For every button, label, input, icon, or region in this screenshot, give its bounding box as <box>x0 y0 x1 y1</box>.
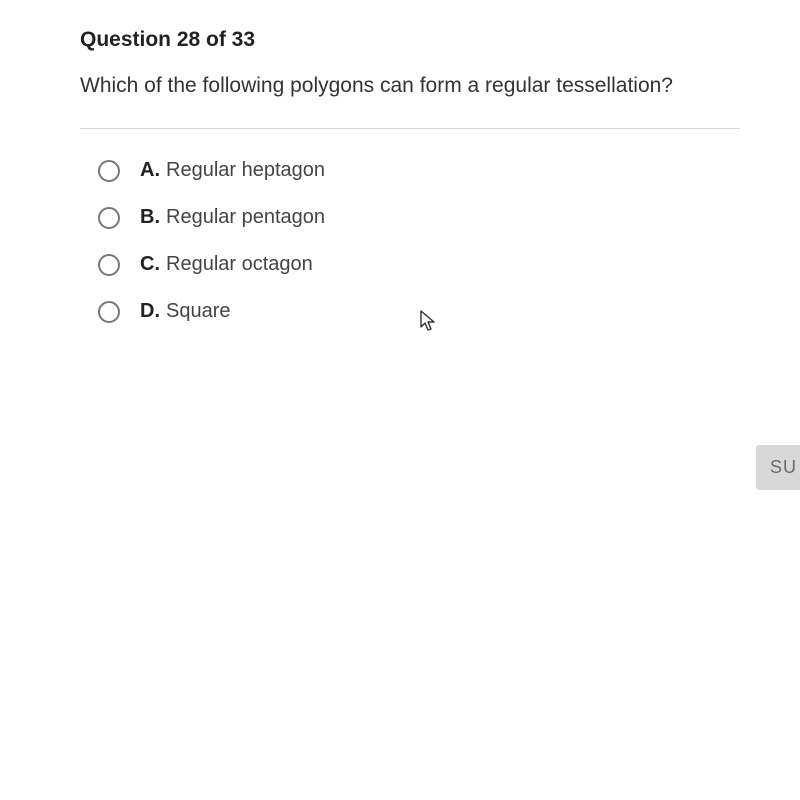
options-group: A. Regular heptagon B. Regular pentagon … <box>80 159 740 323</box>
question-counter: Question 28 of 33 <box>80 28 740 52</box>
option-b[interactable]: B. Regular pentagon <box>98 206 740 229</box>
divider <box>80 128 740 129</box>
option-c[interactable]: C. Regular octagon <box>98 253 740 276</box>
option-text: Regular pentagon <box>166 206 325 229</box>
question-text: Which of the following polygons can form… <box>80 74 740 98</box>
option-letter: A. <box>140 159 160 182</box>
option-a[interactable]: A. Regular heptagon <box>98 159 740 182</box>
option-letter: D. <box>140 300 160 323</box>
radio-icon[interactable] <box>98 207 120 229</box>
radio-icon[interactable] <box>98 301 120 323</box>
submit-button[interactable]: SU <box>756 445 800 490</box>
option-text: Regular heptagon <box>166 159 325 182</box>
option-text: Square <box>166 300 231 323</box>
radio-icon[interactable] <box>98 160 120 182</box>
option-text: Regular octagon <box>166 253 313 276</box>
option-letter: B. <box>140 206 160 229</box>
option-d[interactable]: D. Square <box>98 300 740 323</box>
radio-icon[interactable] <box>98 254 120 276</box>
quiz-page: Question 28 of 33 Which of the following… <box>0 0 800 800</box>
option-letter: C. <box>140 253 160 276</box>
